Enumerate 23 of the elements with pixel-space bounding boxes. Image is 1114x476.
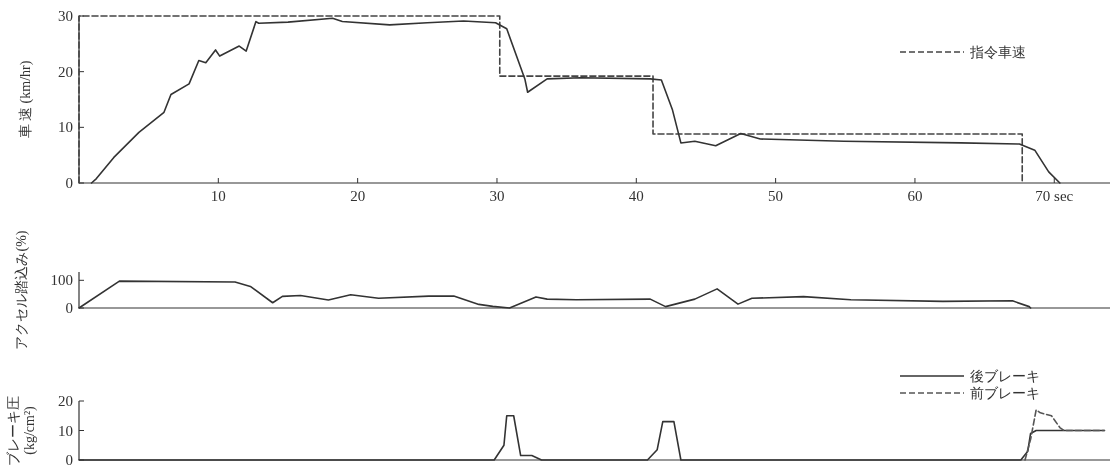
y-axis-title: 車 速 (km/hr) — [18, 60, 34, 139]
y-tick-label: 0 — [65, 175, 73, 191]
y-tick-label: 20 — [58, 63, 73, 80]
x-tick-label: 50 — [768, 188, 784, 204]
y-tick-label: 30 — [58, 8, 73, 24]
x-tick-label: 10 — [210, 188, 226, 204]
x-tick-label: 60 — [907, 188, 923, 204]
y-tick-label: 0 — [65, 452, 73, 468]
x-tick-label: 70 sec — [1035, 188, 1074, 204]
y-axis-title: ブレーキ圧 (kg/cm²) — [5, 395, 39, 466]
y-axis-title: アクセル踏込み(%) — [14, 230, 30, 350]
legend-label: 指令車速 — [969, 45, 1026, 60]
y-tick-label: 10 — [58, 119, 73, 136]
x-tick-label: 20 — [350, 188, 366, 204]
legend-label: 後ブレーキ — [970, 369, 1040, 384]
legend-label: 前ブレーキ — [970, 386, 1040, 401]
y-tick-label: 0 — [65, 300, 73, 316]
y-tick-label: 100 — [50, 272, 73, 289]
x-tick-label: 30 — [489, 188, 505, 204]
line-series — [1024, 409, 1106, 461]
y-tick-label: 20 — [58, 393, 73, 409]
x-tick-label: 40 — [628, 188, 644, 204]
y-tick-label: 10 — [58, 422, 73, 439]
